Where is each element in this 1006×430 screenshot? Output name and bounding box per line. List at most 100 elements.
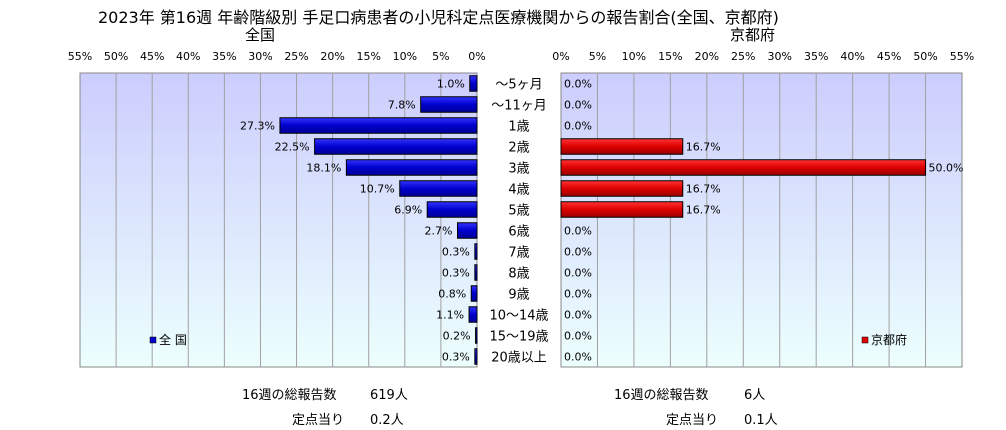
- kyoto-tick-label: 25%: [731, 50, 755, 63]
- national-bar: [426, 201, 478, 218]
- national-data-label: 27.3%: [240, 120, 275, 133]
- kyoto-bar: [560, 138, 684, 155]
- kyoto-tick-label: 35%: [804, 50, 828, 63]
- kyoto-bar: [560, 180, 684, 197]
- kyoto-data-label: 0.0%: [564, 288, 592, 301]
- national-bar: [468, 306, 478, 323]
- national-data-label: 22.5%: [275, 141, 310, 154]
- national-data-label: 7.8%: [388, 99, 416, 112]
- kyoto-total-value: 6人: [744, 388, 766, 403]
- kyoto-bar: [560, 159, 927, 176]
- kyoto-tick-label: 0%: [552, 50, 569, 63]
- kyoto-data-label: 16.7%: [686, 141, 721, 154]
- kyoto-tick-label: 40%: [840, 50, 864, 63]
- category-label: ～11ヶ月: [491, 99, 547, 114]
- kyoto-data-label: 0.0%: [564, 120, 592, 133]
- kyoto-data-label: 50.0%: [929, 162, 964, 175]
- kyoto-data-label: 0.0%: [564, 99, 592, 112]
- national-data-label: 18.1%: [306, 162, 341, 175]
- national-data-label: 10.7%: [360, 183, 395, 196]
- kyoto-data-label: 0.0%: [564, 225, 592, 238]
- national-data-label: 6.9%: [394, 204, 422, 217]
- national-bar: [469, 75, 478, 92]
- category-label: 4歳: [508, 183, 529, 198]
- national-data-label: 0.8%: [438, 288, 466, 301]
- national-tick-label: 35%: [212, 50, 236, 63]
- kyoto-tick-label: 10%: [622, 50, 646, 63]
- category-label: 3歳: [508, 162, 529, 177]
- kyoto-tick-label: 30%: [768, 50, 792, 63]
- category-label: 5歳: [508, 204, 529, 219]
- category-labels: ～5ヶ月 ～11ヶ月 1歳 2歳 3歳 4歳 5歳 6歳 7歳 8歳 9歳 10～14歳 15～19歳 2…: [489, 78, 548, 366]
- kyoto-per-label: 定点当り: [666, 413, 719, 428]
- national-tick-label: 40%: [176, 50, 200, 63]
- category-label: 2歳: [508, 141, 529, 156]
- national-per-label: 定点当り: [292, 413, 345, 428]
- national-data-label: 0.2%: [443, 330, 471, 343]
- kyoto-data-label: 0.0%: [564, 351, 592, 364]
- national-data-label: 1.0%: [437, 78, 465, 91]
- category-label: 8歳: [508, 267, 529, 282]
- kyoto-data-label: 0.0%: [564, 330, 592, 343]
- national-total-value: 619人: [370, 388, 408, 403]
- national-bar: [314, 138, 478, 155]
- national-bar: [470, 285, 478, 302]
- national-bar: [474, 348, 478, 365]
- national-data-label: 1.1%: [436, 309, 464, 322]
- national-tick-label: 30%: [248, 50, 272, 63]
- category-label: 1歳: [508, 120, 529, 135]
- kyoto-data-label: 0.0%: [564, 246, 592, 259]
- national-bar: [457, 222, 478, 239]
- national-tick-label: 10%: [393, 50, 417, 63]
- category-label: 15～19歳: [489, 330, 548, 345]
- kyoto-panel-title: 京都府: [730, 26, 776, 44]
- category-label: ～5ヶ月: [495, 78, 542, 93]
- kyoto-data-label: 0.0%: [564, 309, 592, 322]
- national-panel-title: 全国: [245, 26, 276, 44]
- national-tick-label: 5%: [432, 50, 449, 63]
- kyoto-data-label: 16.7%: [686, 204, 721, 217]
- kyoto-panel: 0% 5% 10% 15% 20% 25% 30% 35% 40% 45% 50% 55% 0.0% 0.…: [552, 50, 974, 368]
- national-tick-label: 50%: [104, 50, 128, 63]
- kyoto-tick-label: 20%: [695, 50, 719, 63]
- kyoto-plot-area: [560, 72, 963, 368]
- national-tick-label: 15%: [357, 50, 381, 63]
- national-bar: [474, 243, 478, 260]
- kyoto-tick-label: 55%: [950, 50, 974, 63]
- national-data-label: 0.3%: [442, 267, 470, 280]
- page-title: 2023年 第16週 年齢階級別 手足口病患者の小児科定点医療機関からの報告割合…: [98, 8, 779, 27]
- kyoto-data-label: 16.7%: [686, 183, 721, 196]
- kyoto-tick-label: 5%: [589, 50, 606, 63]
- kyoto-tick-label: 50%: [913, 50, 937, 63]
- national-tick-label: 20%: [320, 50, 344, 63]
- kyoto-tick-label: 15%: [658, 50, 682, 63]
- national-bar: [474, 264, 478, 281]
- national-tick-label: 55%: [68, 50, 92, 63]
- national-bar: [345, 159, 478, 176]
- category-label: 20歳以上: [491, 351, 547, 366]
- kyoto-tick-label: 45%: [877, 50, 901, 63]
- national-data-label: 0.3%: [442, 351, 470, 364]
- national-total-label: 16週の総報告数: [242, 388, 337, 403]
- national-data-label: 2.7%: [425, 225, 453, 238]
- kyoto-bar: [560, 201, 684, 218]
- national-panel: 0% 5% 10% 15% 20% 25% 30% 35% 40% 45% 50% 55% 1.0% 7.…: [68, 50, 486, 368]
- national-bar: [399, 180, 478, 197]
- kyoto-data-label: 0.0%: [564, 267, 592, 280]
- kyoto-data-label: 0.0%: [564, 78, 592, 91]
- kyoto-per-value: 0.1人: [744, 413, 778, 428]
- kyoto-total-label: 16週の総報告数: [614, 388, 709, 403]
- national-legend-label: 全 国: [159, 332, 187, 347]
- national-bar: [475, 327, 478, 344]
- kyoto-legend-swatch: [861, 336, 869, 344]
- national-bar: [420, 96, 478, 113]
- category-label: 9歳: [508, 288, 529, 303]
- kyoto-legend-label: 京都府: [871, 332, 907, 347]
- category-label: 6歳: [508, 225, 529, 240]
- category-label: 7歳: [508, 246, 529, 261]
- category-label: 10～14歳: [489, 309, 548, 324]
- national-tick-label: 45%: [140, 50, 164, 63]
- national-per-value: 0.2人: [370, 413, 404, 428]
- national-plot-area: [79, 72, 478, 368]
